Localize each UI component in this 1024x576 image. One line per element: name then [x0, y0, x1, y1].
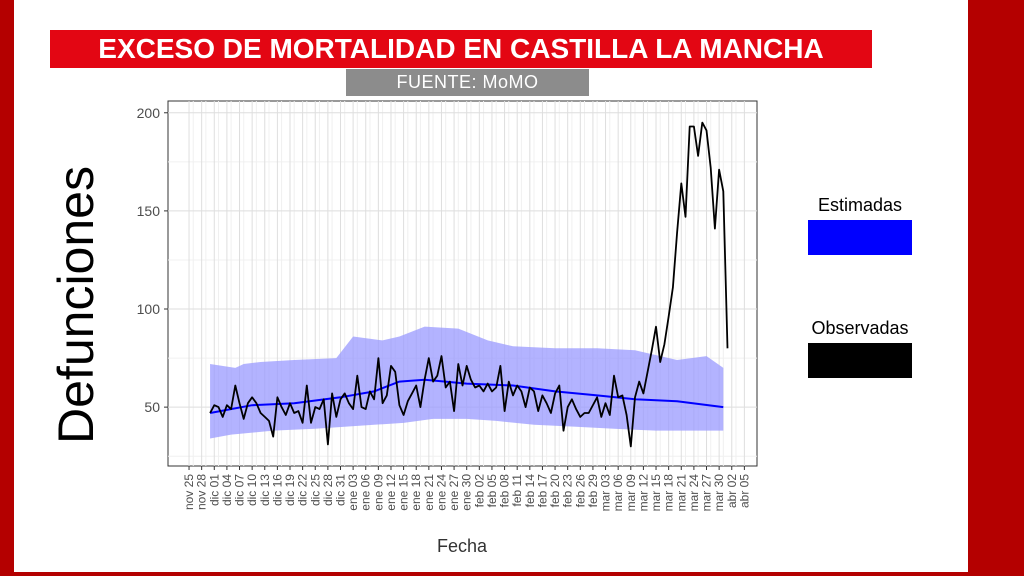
series-line-observadas: [209, 121, 729, 448]
chart-title: EXCESO DE MORTALIDAD EN CASTILLA LA MANC…: [50, 30, 872, 68]
x-tick-label: mar 15: [649, 474, 663, 512]
x-tick-label: feb 05: [485, 474, 499, 508]
x-tick-label: ene 12: [384, 474, 398, 511]
frame-strip: [968, 0, 1024, 576]
x-tick-label: dic 28: [321, 474, 335, 506]
y-tick-label: 200: [137, 105, 161, 121]
x-tick-label: mar 09: [624, 474, 638, 512]
x-tick-label: feb 02: [472, 474, 486, 508]
y-tick-label: 100: [137, 301, 161, 317]
x-tick-label: ene 27: [447, 474, 461, 511]
x-tick-label: dic 16: [270, 474, 284, 506]
x-tick-label: dic 25: [308, 474, 322, 506]
x-tick-label: feb 23: [561, 474, 575, 508]
x-tick-label: mar 06: [611, 474, 625, 512]
x-tick-label: dic 13: [258, 474, 272, 506]
x-tick-label: nov 25: [182, 474, 196, 510]
frame-bottom: [14, 572, 968, 576]
x-tick-label: mar 27: [700, 474, 714, 512]
x-tick-label: feb 29: [586, 474, 600, 508]
legend-key-observadas: [808, 343, 912, 378]
x-tick-label: ene 06: [359, 474, 373, 511]
x-tick-label: feb 08: [498, 474, 512, 508]
x-tick-label: feb 26: [573, 474, 587, 508]
x-tick-label: feb 17: [535, 474, 549, 508]
x-tick-label: dic 07: [233, 474, 247, 506]
legend-label-estimadas: Estimadas: [817, 195, 903, 215]
chart-source: FUENTE: MoMO: [346, 69, 589, 96]
x-tick-label: mar 03: [599, 474, 613, 512]
x-axis-label: Fecha: [436, 536, 488, 556]
x-tick-label: ene 30: [460, 474, 474, 511]
x-tick-label: abr 02: [725, 474, 739, 508]
x-tick-label: mar 18: [662, 474, 676, 512]
x-tick-label: dic 19: [283, 474, 297, 506]
x-tick-label: abr 05: [737, 474, 751, 508]
legend-label-observadas: Observadas: [811, 318, 909, 338]
y-tick-label: 50: [144, 399, 160, 415]
x-tick-label: dic 22: [296, 474, 310, 506]
x-tick-label: dic 01: [207, 474, 221, 506]
x-tick-label: ene 18: [409, 474, 423, 511]
legend-key-estimadas: [808, 220, 912, 255]
x-tick-label: feb 14: [523, 474, 537, 508]
y-tick-label: 150: [137, 203, 161, 219]
x-tick-label: ene 03: [346, 474, 360, 511]
x-tick-label: feb 20: [548, 474, 562, 508]
x-tick-label: dic 04: [220, 474, 234, 506]
x-tick-label: dic 31: [333, 474, 347, 506]
x-tick-label: feb 11: [510, 474, 524, 507]
x-tick-label: mar 30: [712, 474, 726, 512]
x-tick-label: mar 12: [636, 474, 650, 512]
x-tick-label: mar 21: [674, 474, 688, 512]
x-tick-label: ene 24: [434, 474, 448, 511]
x-tick-label: nov 28: [195, 474, 209, 510]
x-tick-label: ene 09: [371, 474, 385, 511]
x-tick-label: dic 10: [245, 474, 259, 506]
x-tick-label: ene 21: [422, 474, 436, 511]
x-tick-label: ene 15: [397, 474, 411, 511]
x-tick-label: mar 24: [687, 474, 701, 512]
